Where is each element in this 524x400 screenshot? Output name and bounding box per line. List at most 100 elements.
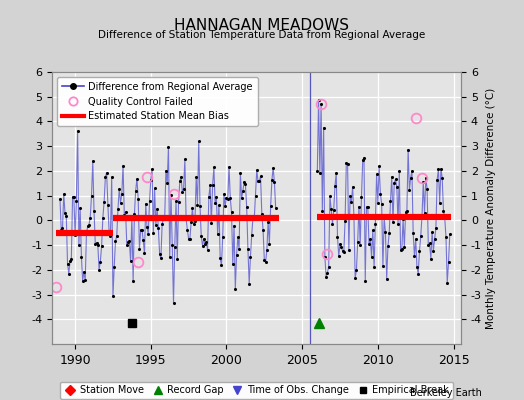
Point	[315, 170, 324, 177]
Point	[439, 208, 447, 214]
Point	[416, 248, 424, 254]
Point	[86, 214, 94, 221]
Point	[379, 263, 387, 270]
Point	[370, 264, 378, 270]
Point	[381, 229, 390, 236]
Point	[400, 244, 409, 251]
Point	[97, 243, 106, 250]
Point	[83, 223, 92, 229]
Point	[347, 199, 356, 205]
Point	[182, 216, 190, 222]
Point	[425, 240, 434, 246]
Point	[60, 191, 68, 197]
Point	[141, 200, 150, 207]
Point	[330, 207, 338, 213]
Point	[75, 242, 83, 248]
Point	[401, 209, 410, 215]
Point	[202, 239, 211, 245]
Point	[153, 205, 161, 212]
Point	[140, 250, 149, 257]
Point	[360, 154, 368, 161]
Point	[327, 206, 335, 212]
Point	[135, 246, 144, 252]
Point	[395, 168, 403, 174]
Point	[270, 179, 279, 185]
Point	[148, 166, 156, 172]
Point	[172, 198, 180, 204]
Point	[82, 230, 91, 237]
Point	[132, 188, 140, 194]
Point	[215, 202, 223, 208]
Point	[61, 210, 69, 216]
Point	[232, 252, 241, 258]
Point	[323, 270, 332, 276]
Point	[211, 200, 220, 206]
Point	[260, 257, 268, 263]
Point	[429, 248, 438, 254]
Point	[179, 186, 188, 192]
Point	[124, 238, 132, 245]
Point	[239, 188, 247, 194]
Point	[253, 167, 261, 173]
Point	[227, 209, 236, 216]
Point	[149, 230, 158, 236]
Point	[443, 280, 452, 286]
Point	[391, 176, 400, 183]
Point	[345, 247, 353, 253]
Point	[252, 192, 260, 199]
Point	[444, 259, 453, 266]
Point	[438, 175, 446, 181]
Point	[94, 242, 102, 248]
Point	[328, 220, 336, 227]
Point	[115, 186, 124, 192]
Point	[72, 197, 81, 204]
Point	[194, 138, 203, 145]
Point	[207, 220, 215, 226]
Point	[375, 163, 384, 169]
Point	[340, 249, 348, 255]
Point	[420, 210, 429, 216]
Point	[380, 215, 388, 222]
Text: Difference of Station Temperature Data from Regional Average: Difference of Station Temperature Data f…	[99, 30, 425, 40]
Point	[249, 214, 257, 221]
Point	[376, 191, 385, 197]
Point	[174, 199, 183, 206]
Point	[134, 196, 143, 202]
Point	[160, 216, 169, 222]
Point	[219, 234, 227, 240]
Point	[220, 191, 228, 198]
Point	[197, 233, 205, 239]
Point	[428, 229, 436, 235]
Point	[236, 170, 245, 176]
Point	[350, 213, 358, 219]
Point	[230, 222, 238, 229]
Point	[193, 202, 202, 208]
Point	[137, 227, 145, 233]
Point	[402, 208, 411, 214]
Point	[171, 244, 179, 250]
Point	[177, 174, 185, 180]
Point	[116, 199, 125, 206]
Point	[85, 221, 93, 228]
Point	[147, 177, 155, 183]
Point	[90, 208, 98, 214]
Point	[337, 244, 345, 250]
Point	[357, 194, 366, 200]
Legend: Station Move, Record Gap, Time of Obs. Change, Empirical Break: Station Move, Record Gap, Time of Obs. C…	[60, 382, 453, 399]
Point	[143, 224, 151, 230]
Point	[434, 166, 443, 172]
Point	[128, 214, 136, 221]
Point	[80, 268, 88, 275]
Point	[243, 204, 251, 210]
Point	[365, 241, 373, 248]
Point	[164, 144, 172, 150]
Point	[384, 243, 392, 249]
Point	[183, 227, 192, 233]
Point	[107, 174, 116, 180]
Point	[58, 225, 67, 232]
Point	[158, 221, 166, 227]
Point	[385, 230, 394, 237]
Point	[408, 168, 416, 174]
Point	[95, 266, 103, 273]
Point	[123, 242, 131, 248]
